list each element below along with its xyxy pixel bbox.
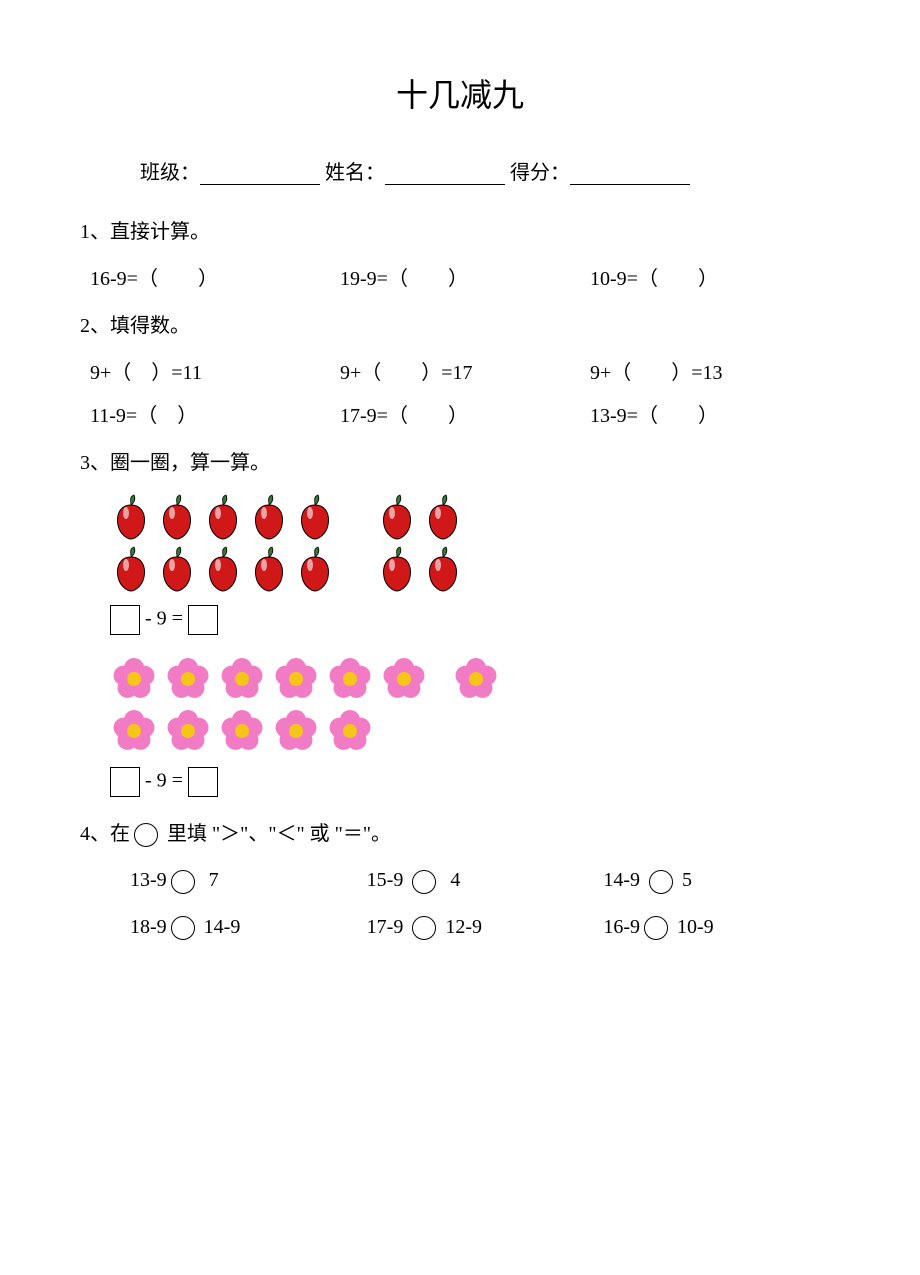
q2-item: 11-9=（ ） [90, 399, 340, 428]
answer-box[interactable] [188, 767, 218, 797]
flower-icon [218, 655, 266, 703]
q4-item: 13-9 7 [130, 869, 367, 893]
answer-box[interactable] [110, 767, 140, 797]
q4-left: 17-9 [367, 916, 404, 938]
q2-item: 9+（ ）=13 [590, 356, 840, 385]
compare-circle[interactable] [412, 916, 436, 940]
pepper-icon [156, 493, 198, 541]
header-line: 班级： 姓名： 得分： [80, 156, 840, 185]
q4-item: 18-9 14-9 [130, 916, 367, 940]
score-blank[interactable] [570, 164, 690, 185]
eqn-text: - 9 = [145, 770, 188, 792]
q4-heading: 4、在 里填 "＞"、"＜" 或 "＝"。 [80, 817, 840, 847]
answer-box[interactable] [188, 605, 218, 635]
answer-box[interactable] [110, 605, 140, 635]
q4-left: 14-9 [603, 869, 640, 891]
compare-circle[interactable] [171, 916, 195, 940]
class-label: 班级： [140, 162, 200, 184]
q4-item: 15-9 4 [367, 869, 604, 893]
q4-left: 18-9 [130, 916, 167, 938]
q2-row1: 9+（ ）=11 9+（ ）=17 9+（ ）=13 [90, 356, 840, 385]
pepper-icon [294, 545, 336, 593]
compare-circle[interactable] [649, 870, 673, 894]
flower-icon [272, 655, 320, 703]
pepper-icon [248, 545, 290, 593]
score-label: 得分： [510, 162, 570, 184]
compare-circle[interactable] [644, 916, 668, 940]
flower-icon [164, 655, 212, 703]
q4-item: 17-9 12-9 [367, 916, 604, 940]
pepper-icon [248, 493, 290, 541]
pepper-icon [376, 545, 418, 593]
q1-item: 16-9=（ ） [90, 262, 340, 291]
flower-icon [452, 655, 500, 703]
q4-heading-pre: 4、在 [80, 823, 130, 845]
eqn-text: - 9 = [145, 608, 188, 630]
flower-group [110, 655, 840, 755]
q1-item: 10-9=（ ） [590, 262, 840, 291]
q4-right: 12-9 [445, 916, 482, 938]
flower-icon [110, 707, 158, 755]
q4-right: 10-9 [677, 916, 714, 938]
q4-right: 7 [209, 869, 219, 891]
flower-icon [272, 707, 320, 755]
pepper-icon [110, 493, 152, 541]
name-blank[interactable] [385, 164, 505, 185]
pepper-icon [422, 545, 464, 593]
q4-left: 13-9 [130, 869, 167, 891]
q4-row2: 18-9 14-9 17-9 12-9 16-9 10-9 [130, 916, 840, 940]
q2-item: 9+（ ）=11 [90, 356, 340, 385]
flower-icon [110, 655, 158, 703]
q1-item: 19-9=（ ） [340, 262, 590, 291]
q4-left: 15-9 [367, 869, 404, 891]
q2-heading: 2、填得数。 [80, 309, 840, 338]
pepper-icon [156, 545, 198, 593]
q4-item: 16-9 10-9 [603, 916, 840, 940]
compare-circle[interactable] [412, 870, 436, 894]
q1-heading: 1、直接计算。 [80, 215, 840, 244]
q4-right: 4 [450, 869, 460, 891]
q2-item: 17-9=（ ） [340, 399, 590, 428]
q2-item: 13-9=（ ） [590, 399, 840, 428]
flower-icon [380, 655, 428, 703]
name-label: 姓名： [325, 162, 385, 184]
pepper-icon [422, 493, 464, 541]
flower-icon [218, 707, 266, 755]
pepper-icon [110, 545, 152, 593]
pepper-icon [376, 493, 418, 541]
class-blank[interactable] [200, 164, 320, 185]
worksheet-title: 十几减九 [80, 70, 840, 116]
q4-left: 16-9 [603, 916, 640, 938]
pepper-icon [202, 545, 244, 593]
q4-heading-post: 里填 "＞"、"＜" 或 "＝"。 [162, 823, 391, 845]
pepper-group [110, 493, 840, 593]
q4-right: 14-9 [204, 916, 241, 938]
q2-item: 9+（ ）=17 [340, 356, 590, 385]
q4-right: 5 [682, 869, 692, 891]
flower-equation: - 9 = [110, 767, 840, 797]
pepper-icon [202, 493, 244, 541]
flower-icon [326, 655, 374, 703]
q1-row: 16-9=（ ） 19-9=（ ） 10-9=（ ） [90, 262, 840, 291]
q4-row1: 13-9 7 15-9 4 14-9 5 [130, 869, 840, 893]
circle-icon [134, 823, 158, 847]
q4-item: 14-9 5 [603, 869, 840, 893]
q2-row2: 11-9=（ ） 17-9=（ ） 13-9=（ ） [90, 399, 840, 428]
pepper-equation: - 9 = [110, 605, 840, 635]
flower-icon [164, 707, 212, 755]
flower-icon [326, 707, 374, 755]
compare-circle[interactable] [171, 870, 195, 894]
pepper-icon [294, 493, 336, 541]
q3-heading: 3、圈一圈，算一算。 [80, 446, 840, 475]
